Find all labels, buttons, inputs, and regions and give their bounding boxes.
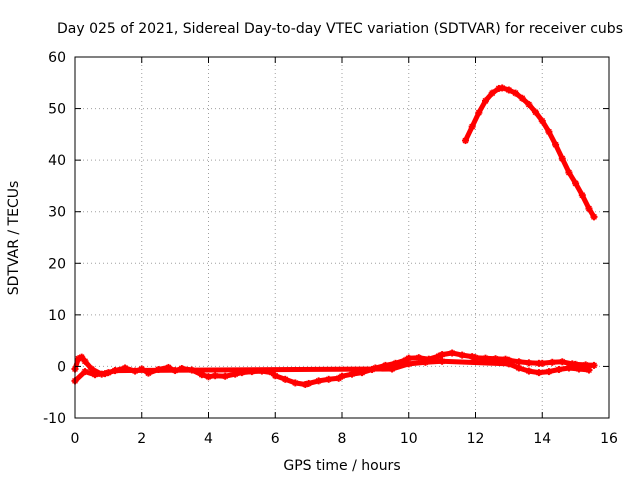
data-point [438,351,446,359]
data-point [205,373,212,381]
data-point [538,359,546,367]
data-point [572,179,580,187]
data-point [555,366,563,374]
x-tick-label: 2 [137,431,146,447]
data-point [405,360,413,368]
data-point [81,368,89,376]
data-point [538,117,546,125]
data-point [291,379,299,387]
data-point [545,368,553,376]
data-point [565,364,573,372]
data-point [532,108,540,116]
x-tick-label: 14 [533,431,551,447]
y-tick-label: 30 [48,205,66,221]
data-point [585,366,593,374]
data-point [472,354,479,362]
data-point [535,369,543,377]
data-point [515,364,523,372]
data-point [468,123,476,131]
data-point [578,191,586,199]
x-tick-label: 4 [204,431,213,447]
y-tick-label: 40 [48,153,66,169]
data-point [81,357,89,365]
data-point [415,354,423,362]
data-point [575,365,583,373]
data-point [91,371,99,379]
data-point [475,109,483,117]
data-point [461,137,469,145]
data-point [525,359,533,367]
data-point [325,375,333,383]
data-point [558,358,566,366]
data-point [525,367,533,375]
data-point [590,361,598,369]
data-point [315,377,323,385]
data-point [271,372,279,380]
data-point [505,360,513,368]
data-point [231,370,239,378]
x-tick-label: 8 [338,431,347,447]
data-point [558,155,566,163]
tick-labels: 0 2 4 6 8 10 12 14 16 -10 0 10 20 30 40 50 60 [43,50,618,447]
data-point [348,370,356,378]
data-point [388,365,396,373]
x-tick-label: 16 [600,431,618,447]
data-point [505,86,513,94]
y-tick-label: -10 [43,411,66,427]
data-point [101,370,109,378]
data-point [338,372,346,380]
data-point [281,375,289,383]
data-point [305,379,313,387]
y-tick-label: 0 [57,359,66,375]
data-point [111,367,119,375]
data-point [512,89,520,97]
data-point [545,128,553,136]
x-axis-label: GPS time / hours [283,458,400,474]
data-markers [71,84,598,388]
data-point [552,141,560,149]
data-point [498,84,506,92]
data-point [590,213,598,221]
y-tick-label: 50 [48,102,66,118]
data-point [525,100,533,108]
data-point [211,372,219,380]
data-point [565,169,573,177]
x-tick-label: 6 [271,431,280,447]
chart-title: Day 025 of 2021, Sidereal Day-to-day VTE… [57,21,623,37]
data-point [458,351,466,359]
y-axis-label: SDTVAR / TECUs [6,181,22,296]
data-point [448,349,456,357]
data-point [221,372,229,380]
x-tick-label: 0 [71,431,80,447]
data-point [585,205,593,213]
data-point [421,358,429,366]
data-point [518,94,526,102]
data-point [548,358,556,366]
y-tick-label: 60 [48,50,66,66]
y-tick-label: 20 [48,256,66,272]
ticks [74,56,610,419]
data-point [515,358,523,366]
data-point [482,97,490,105]
x-tick-label: 10 [400,431,418,447]
data-point [488,89,496,97]
data-point [438,357,446,365]
x-tick-label: 12 [467,431,485,447]
y-tick-label: 10 [48,308,66,324]
